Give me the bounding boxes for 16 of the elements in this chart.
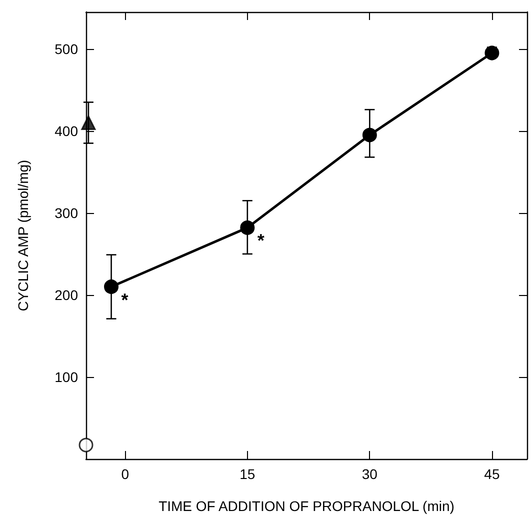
y-tick-label: 100 — [54, 368, 78, 385]
point — [78, 438, 94, 452]
y-tick-label: 400 — [54, 122, 78, 139]
point — [240, 220, 255, 235]
y-axis-title: CYCLIC AMP (pmol/mg) — [15, 160, 31, 312]
x-tick-label: 30 — [362, 466, 378, 482]
y-tick-label: 200 — [54, 286, 78, 303]
y-tick-label: 300 — [54, 204, 78, 221]
x-tick-label: 0 — [121, 466, 130, 482]
x-tick-label: 45 — [484, 466, 500, 482]
y-tick-label: 500 — [54, 40, 78, 57]
annotation: * — [121, 290, 128, 310]
x-tick-label: 15 — [240, 466, 256, 482]
annotation: * — [257, 230, 264, 251]
x-axis-title: TIME OF ADDITION OF PROPRANOLOL (min) — [158, 498, 454, 514]
point — [81, 115, 96, 130]
